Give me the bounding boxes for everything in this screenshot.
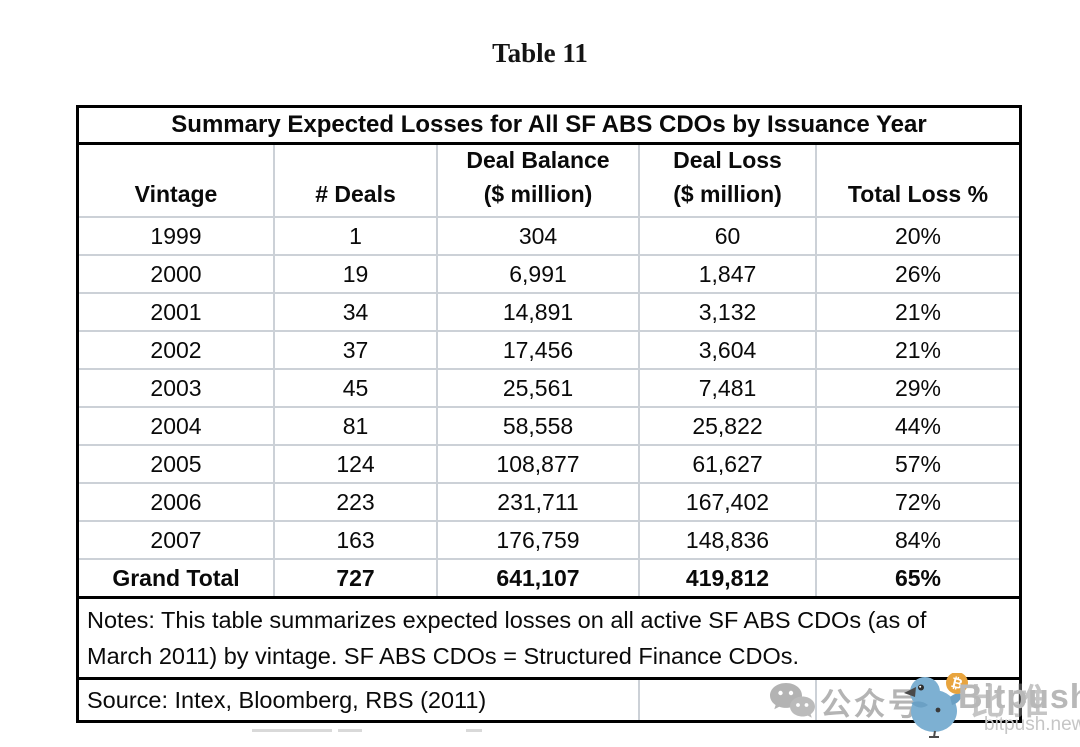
notes-section: Notes: This table summarizes expected lo…: [79, 596, 1019, 680]
table-row: 2006 223 231,711 167,402 72%: [79, 484, 1019, 522]
balance-cell: 231,711: [436, 484, 638, 520]
vintage-cell: 2004: [150, 412, 202, 439]
pct-cell: 44%: [815, 408, 1019, 444]
pct-cell: 57%: [815, 446, 1019, 482]
deals-cell: 163: [273, 522, 436, 558]
table-row: 2000 19 6,991 1,847 26%: [79, 256, 1019, 294]
table-row: 2007 163 176,759 148,836 84%: [79, 522, 1019, 560]
col-header-deal-balance: Deal Balance ($ million): [436, 145, 638, 216]
artifact-dash: [466, 729, 482, 732]
deals-cell: 37: [273, 332, 436, 368]
notes-line-1: Notes: This table summarizes expected lo…: [87, 607, 927, 633]
table-row: 2001 34 14,891 3,132 21%: [79, 294, 1019, 332]
vintage-cell: Grand Total: [112, 564, 240, 591]
document-title: Table 11: [492, 38, 588, 68]
deals-cell: 1: [273, 218, 436, 254]
vintage-cell: 2001: [150, 298, 202, 325]
vintage-cell: 2005: [150, 450, 202, 477]
source-text: Source: Intex, Bloomberg, RBS (2011): [87, 686, 487, 713]
col-header-deals: # Deals: [273, 145, 436, 216]
deals-cell: 45: [273, 370, 436, 406]
vintage-cell: 2000: [150, 260, 202, 287]
vintage-cell: 1999: [150, 222, 202, 249]
artifact-dash: [338, 729, 362, 732]
loss-cell: 167,402: [638, 484, 815, 520]
loss-cell: 419,812: [638, 560, 815, 596]
deals-cell: 81: [273, 408, 436, 444]
pct-cell: 26%: [815, 256, 1019, 292]
pct-cell: 65%: [815, 560, 1019, 596]
balance-cell: 108,877: [436, 446, 638, 482]
balance-cell: 14,891: [436, 294, 638, 330]
vintage-cell: 2006: [150, 488, 202, 515]
column-header-row: Vintage # Deals Deal Balance ($ million) …: [79, 145, 1019, 218]
table-row: 2005 124 108,877 61,627 57%: [79, 446, 1019, 484]
loss-cell: 61,627: [638, 446, 815, 482]
notes-line-2: March 2011) by vintage. SF ABS CDOs = St…: [87, 643, 800, 669]
summary-table: Summary Expected Losses for All SF ABS C…: [76, 105, 1022, 723]
deals-cell: 34: [273, 294, 436, 330]
vintage-cell: 2007: [150, 526, 202, 553]
loss-cell: 3,604: [638, 332, 815, 368]
pct-cell: 29%: [815, 370, 1019, 406]
table-row: 1999 1 304 60 20%: [79, 218, 1019, 256]
balance-cell: 6,991: [436, 256, 638, 292]
balance-cell: 58,558: [436, 408, 638, 444]
pct-cell: 21%: [815, 294, 1019, 330]
loss-cell: 7,481: [638, 370, 815, 406]
balance-cell: 176,759: [436, 522, 638, 558]
source-row: Source: Intex, Bloomberg, RBS (2011): [79, 680, 1019, 720]
balance-cell: 304: [436, 218, 638, 254]
deals-cell: 19: [273, 256, 436, 292]
vintage-cell: 2003: [150, 374, 202, 401]
loss-cell: 25,822: [638, 408, 815, 444]
balance-cell: 17,456: [436, 332, 638, 368]
loss-cell: 60: [638, 218, 815, 254]
balance-cell: 25,561: [436, 370, 638, 406]
pct-cell: 20%: [815, 218, 1019, 254]
source-empty-cell: [638, 680, 815, 720]
col-header-deal-loss: Deal Loss ($ million): [638, 145, 815, 216]
pct-cell: 72%: [815, 484, 1019, 520]
grand-total-row: Grand Total 727 641,107 419,812 65%: [79, 560, 1019, 596]
col-header-vintage: Vintage: [134, 181, 218, 207]
table-row: 2002 37 17,456 3,604 21%: [79, 332, 1019, 370]
vintage-cell: 2002: [150, 336, 202, 363]
table-row: 2004 81 58,558 25,822 44%: [79, 408, 1019, 446]
source-empty-cell: [815, 680, 1019, 720]
artifact-dash: [252, 729, 332, 732]
table-row: 2003 45 25,561 7,481 29%: [79, 370, 1019, 408]
col-header-total-loss: Total Loss %: [815, 145, 1019, 216]
pct-cell: 21%: [815, 332, 1019, 368]
table-header-title: Summary Expected Losses for All SF ABS C…: [79, 108, 1019, 145]
balance-cell: 641,107: [436, 560, 638, 596]
deals-cell: 223: [273, 484, 436, 520]
loss-cell: 1,847: [638, 256, 815, 292]
loss-cell: 148,836: [638, 522, 815, 558]
deals-cell: 124: [273, 446, 436, 482]
deals-cell: 727: [273, 560, 436, 596]
loss-cell: 3,132: [638, 294, 815, 330]
pct-cell: 84%: [815, 522, 1019, 558]
